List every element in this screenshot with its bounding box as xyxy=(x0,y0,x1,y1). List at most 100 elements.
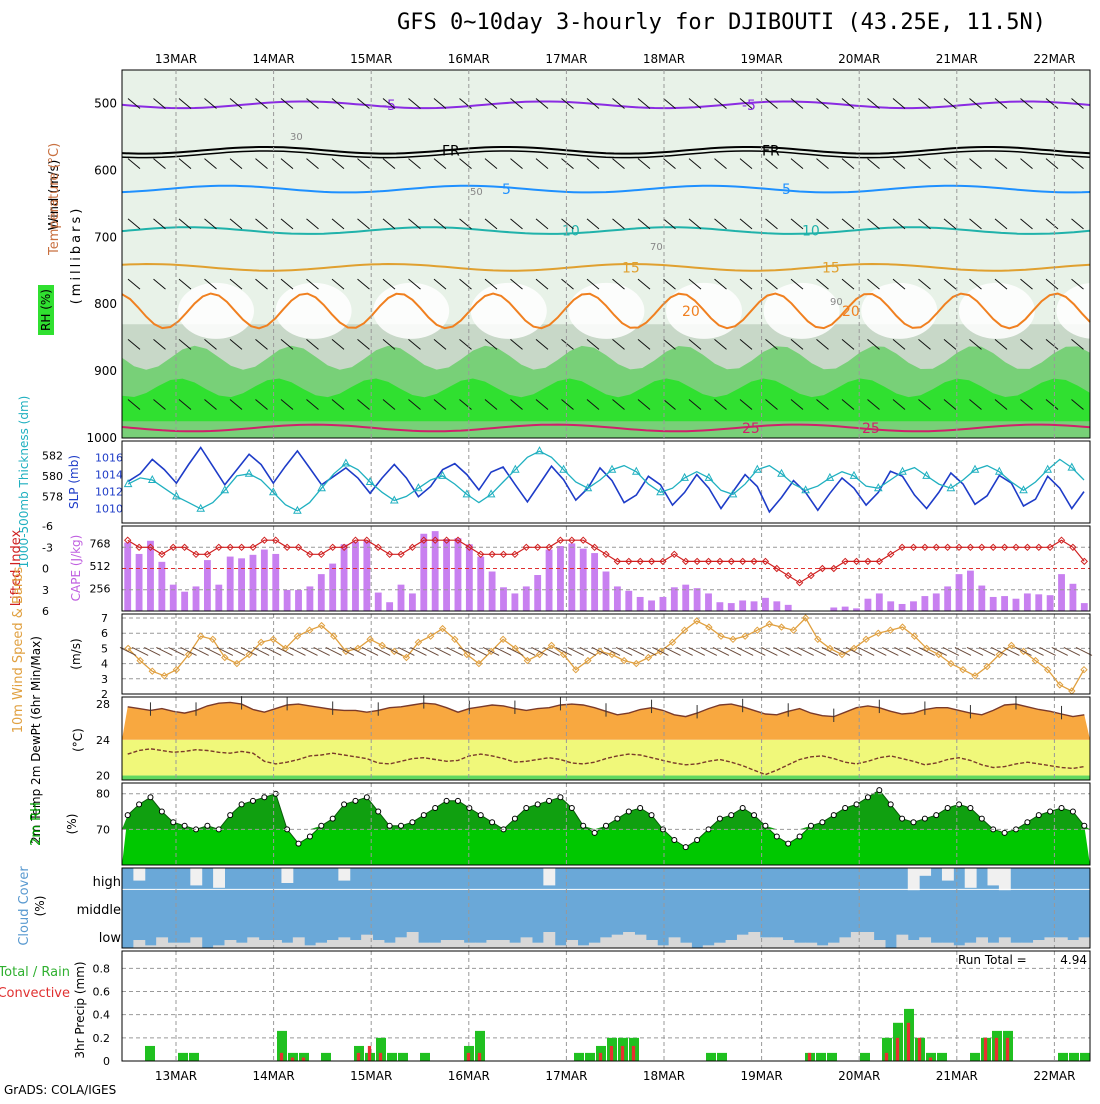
wind-barb xyxy=(255,218,268,230)
cloud-low-fill xyxy=(224,940,237,948)
li-marker xyxy=(761,557,770,566)
wind-barb xyxy=(484,158,498,170)
wind-barb xyxy=(663,278,676,290)
wind-barb xyxy=(277,646,294,656)
panel-frame xyxy=(121,950,1091,1062)
li-marker xyxy=(966,543,975,552)
wind-barb xyxy=(586,399,600,410)
wind-barb xyxy=(712,646,730,656)
wind-barb xyxy=(1039,646,1056,656)
y-tick-label: 900 xyxy=(94,364,117,378)
wind-barb xyxy=(408,278,421,290)
wind-barb xyxy=(943,338,957,350)
cloud-high-gap xyxy=(919,868,932,876)
wind-barb xyxy=(918,399,931,410)
wind-barb xyxy=(978,646,996,656)
temperature-contour xyxy=(121,184,1091,194)
wind-barb xyxy=(484,98,498,109)
wind-barb xyxy=(612,158,625,170)
cape-bar xyxy=(158,561,166,611)
rh-marker xyxy=(807,822,814,829)
cloud-low-fill xyxy=(828,942,840,948)
cape-bar xyxy=(762,597,769,611)
cape-bar xyxy=(875,593,883,611)
wind-barb xyxy=(1045,218,1059,230)
temperature-contour xyxy=(121,292,1091,330)
cape-tick-label: 256 xyxy=(90,583,111,596)
y-tick-label: 3 xyxy=(101,673,108,686)
wind-barb xyxy=(969,158,982,170)
precip-convective-bar xyxy=(290,1057,295,1061)
li-tick-label: 6 xyxy=(42,605,49,618)
cloud-low-fill xyxy=(805,942,818,948)
li-marker xyxy=(317,550,326,559)
li-marker xyxy=(955,543,963,552)
wind-barb xyxy=(357,98,370,109)
cape-bar xyxy=(932,593,940,611)
wind-barb xyxy=(739,338,753,350)
thickness-marker xyxy=(535,446,544,455)
li-marker xyxy=(488,550,496,559)
rh-marker xyxy=(899,815,906,822)
cape-tick-label: 512 xyxy=(90,560,111,573)
cape-bar xyxy=(192,586,200,611)
wind-barb xyxy=(459,278,472,290)
li-marker xyxy=(943,543,952,552)
rh-marker xyxy=(352,797,359,804)
li-marker xyxy=(750,557,758,566)
cloud-low-fill xyxy=(383,942,396,948)
cloud-high-gap xyxy=(941,868,954,881)
cloud-low-fill xyxy=(326,940,339,948)
rh2m-axis-label: 2m RH xyxy=(29,802,44,846)
thickness-marker xyxy=(994,466,1004,475)
rh2m-unit-label: (%) xyxy=(65,814,79,835)
wind-barb xyxy=(765,98,778,109)
cloud-low-fill xyxy=(395,937,408,948)
cape-bar xyxy=(591,553,599,611)
thickness-marker xyxy=(583,483,593,492)
wind-barb xyxy=(867,278,880,290)
y-tick-label: 800 xyxy=(94,297,117,311)
y-tick-label: 700 xyxy=(94,230,117,244)
thickness-marker xyxy=(704,472,714,481)
wind-barb xyxy=(969,278,982,290)
wind-barb xyxy=(535,158,549,170)
wind-speed-marker xyxy=(535,650,544,659)
rh-marker xyxy=(1058,804,1065,811)
cloud-low-fill xyxy=(178,942,191,948)
cloud-low-fill xyxy=(338,937,351,948)
wind-barb xyxy=(700,646,718,656)
y-tick-label: 20 xyxy=(96,770,110,783)
wind-barb xyxy=(943,158,957,170)
wind-barb xyxy=(433,98,447,109)
rh-marker xyxy=(341,801,348,808)
wind-barb xyxy=(331,218,345,230)
wind-barb xyxy=(749,646,766,656)
wind-speed-marker xyxy=(160,672,169,680)
li-marker xyxy=(351,536,360,544)
wind-barb xyxy=(459,218,472,230)
wind-barb xyxy=(484,399,498,410)
wind-barb xyxy=(918,278,931,290)
cape-bar xyxy=(557,546,564,611)
li-marker xyxy=(283,543,291,552)
cloud-low-fill xyxy=(645,940,658,948)
wind-barb xyxy=(739,98,753,109)
thickness-marker xyxy=(1043,464,1053,473)
date-label-top: 14MAR xyxy=(253,52,295,66)
wind-barb xyxy=(664,646,681,656)
rh-marker xyxy=(534,801,541,808)
y-tick-label: 6 xyxy=(101,627,108,640)
wind-barb xyxy=(313,646,330,656)
li-marker xyxy=(203,550,212,559)
precip-convective-bar xyxy=(279,1052,284,1061)
cape-bar xyxy=(739,600,747,611)
wind-speed-marker xyxy=(330,632,338,640)
wind-barb xyxy=(204,218,217,230)
li-axis-label: Lifted Index xyxy=(9,529,24,606)
wind-barb xyxy=(459,338,472,350)
precip-total-bar xyxy=(178,1052,188,1061)
cloud-low-fill xyxy=(486,940,499,948)
page-title: GFS 0~10day 3-hourly for DJIBOUTI (43.25… xyxy=(397,10,1047,35)
